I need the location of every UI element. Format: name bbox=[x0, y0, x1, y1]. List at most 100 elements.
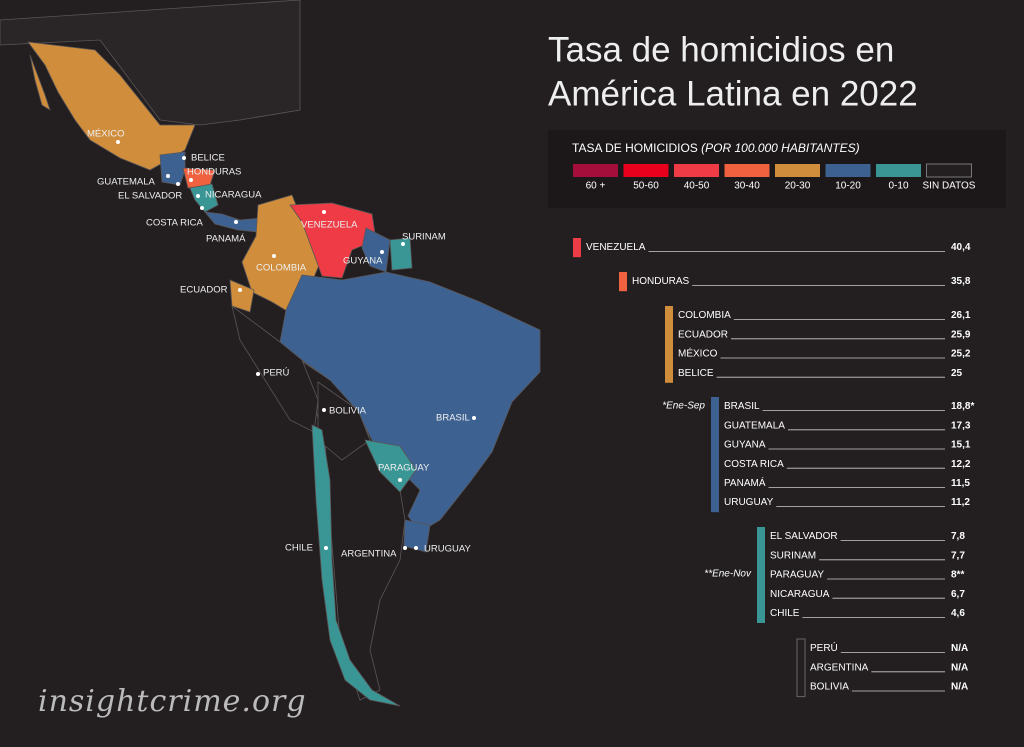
country-name: NICARAGUA bbox=[770, 589, 830, 600]
legend-swatch bbox=[623, 164, 669, 177]
group-bar bbox=[711, 397, 719, 513]
country-name: COLOMBIA bbox=[678, 310, 731, 321]
country-name: COSTA RICA bbox=[724, 459, 784, 470]
value-label: 8** bbox=[951, 570, 964, 581]
legend-swatch bbox=[825, 164, 871, 177]
map-region bbox=[311, 424, 401, 707]
value-label: 25,9 bbox=[951, 329, 971, 340]
value-label: 17,3 bbox=[951, 420, 971, 431]
map-region bbox=[361, 227, 391, 273]
group-bar bbox=[573, 238, 581, 258]
legend-label: 60 + bbox=[586, 181, 606, 192]
country-name: SURINAM bbox=[770, 550, 816, 561]
legend-label: 30-40 bbox=[734, 181, 760, 192]
country-name: BELICE bbox=[678, 368, 714, 379]
legend-title-main: TASA DE HOMICIDIOS bbox=[572, 141, 698, 155]
group-bar bbox=[619, 272, 627, 292]
map-label: BELICE bbox=[191, 153, 225, 164]
map-region bbox=[389, 237, 413, 271]
map-label: BRASIL bbox=[436, 413, 470, 424]
country-name: MÉXICO bbox=[678, 347, 718, 360]
country-name: ARGENTINA bbox=[810, 662, 869, 673]
map-label: GUATEMALA bbox=[97, 177, 156, 188]
legend-swatch bbox=[775, 164, 820, 177]
value-label: 11,5 bbox=[951, 478, 970, 489]
value-label: 4,6 bbox=[951, 608, 965, 619]
map-region bbox=[189, 183, 219, 213]
map-label: CHILE bbox=[285, 543, 313, 554]
map-label: NICARAGUA bbox=[205, 190, 262, 201]
map-region bbox=[159, 151, 186, 186]
legend-label: 10-20 bbox=[835, 181, 861, 192]
country-name: BOLIVIA bbox=[810, 682, 849, 693]
value-label: N/A bbox=[951, 682, 968, 693]
footer: insightcrime.org bbox=[38, 684, 307, 719]
legend: 60 + 50-60 40-50 30-40 20-30 10-20 0-10 SIN DAT… bbox=[573, 163, 976, 192]
country-name: PANAMÁ bbox=[724, 476, 766, 489]
map-label: ECUADOR bbox=[180, 285, 228, 296]
legend-label: 50-60 bbox=[633, 181, 659, 192]
country-name: ECUADOR bbox=[678, 329, 728, 340]
map-label: VENEZUELA bbox=[301, 220, 358, 231]
group-bar bbox=[757, 527, 765, 623]
legend-swatch bbox=[926, 163, 972, 178]
map-label: PERÚ bbox=[263, 368, 290, 379]
map-label: MÉXICO bbox=[87, 129, 124, 140]
country-name: PARAGUAY bbox=[770, 570, 824, 581]
map-region bbox=[289, 202, 377, 279]
map: MÉXICO BELICE GUATEMALA HONDURAS EL SALV… bbox=[0, 0, 541, 707]
value-label: N/A bbox=[951, 643, 968, 654]
country-name: URUGUAY bbox=[724, 497, 774, 508]
map-label: COLOMBIA bbox=[256, 263, 307, 274]
country-name: VENEZUELA bbox=[586, 242, 646, 253]
legend-label: SIN DATOS bbox=[923, 181, 976, 192]
value-label: 7,7 bbox=[951, 550, 965, 561]
map-label: URUGUAY bbox=[424, 544, 471, 555]
value-label: 26,1 bbox=[951, 310, 971, 321]
legend-swatch bbox=[876, 164, 921, 177]
title-line: Tasa de homicidios en bbox=[548, 30, 894, 69]
map-label: HONDURAS bbox=[187, 167, 241, 178]
legend-title: TASA DE HOMICIDIOS (POR 100.000 HABITANT… bbox=[572, 141, 860, 155]
map-label: COSTA RICA bbox=[146, 218, 203, 229]
value-label: 40,4 bbox=[951, 242, 971, 253]
country-name: BRASIL bbox=[724, 401, 760, 412]
country-name: CHILE bbox=[770, 608, 800, 619]
value-label: 25,2 bbox=[951, 349, 971, 360]
value-label: 18,8* bbox=[951, 401, 974, 412]
map-label: GUYANA bbox=[343, 256, 383, 267]
value-label: 25 bbox=[951, 368, 963, 379]
value-label: 15,1 bbox=[951, 440, 971, 451]
country-name: PERÚ bbox=[810, 641, 838, 654]
map-region bbox=[403, 519, 431, 553]
value-label: N/A bbox=[951, 662, 968, 673]
legend-swatch bbox=[724, 164, 770, 177]
country-name: GUATEMALA bbox=[724, 420, 785, 431]
ranking: VENEZUELA 40,4 HONDURAS 35,8 COLOMBIA 26,1 ECU… bbox=[573, 238, 974, 698]
group-bar bbox=[796, 638, 806, 698]
legend-label: 0-10 bbox=[888, 181, 908, 192]
group-bar bbox=[665, 306, 673, 383]
country-name: HONDURAS bbox=[632, 276, 690, 287]
map-region bbox=[364, 439, 417, 493]
map-label: EL SALVADOR bbox=[118, 191, 182, 202]
title-line: América Latina en 2022 bbox=[548, 74, 918, 113]
value-label: 12,2 bbox=[951, 459, 971, 470]
map-label: SURINAM bbox=[402, 232, 446, 243]
value-label: 35,8 bbox=[951, 276, 971, 287]
legend-swatch bbox=[573, 164, 618, 177]
value-label: 11,2 bbox=[951, 497, 970, 508]
legend-label: 40-50 bbox=[684, 181, 710, 192]
map-label: PANAMÁ bbox=[206, 234, 246, 245]
map-label: ARGENTINA bbox=[341, 549, 397, 560]
legend-swatch bbox=[674, 164, 719, 177]
note: *Ene-Sep bbox=[662, 401, 705, 412]
value-label: 7,8 bbox=[951, 531, 965, 542]
map-label: PARAGUAY bbox=[378, 463, 430, 474]
legend-subtitle: (POR 100.000 HABITANTES) bbox=[701, 141, 860, 155]
map-region bbox=[229, 279, 255, 313]
note: **Ene-Nov bbox=[704, 569, 752, 580]
map-label: BOLIVIA bbox=[329, 406, 367, 417]
value-label: 6,7 bbox=[951, 589, 965, 600]
